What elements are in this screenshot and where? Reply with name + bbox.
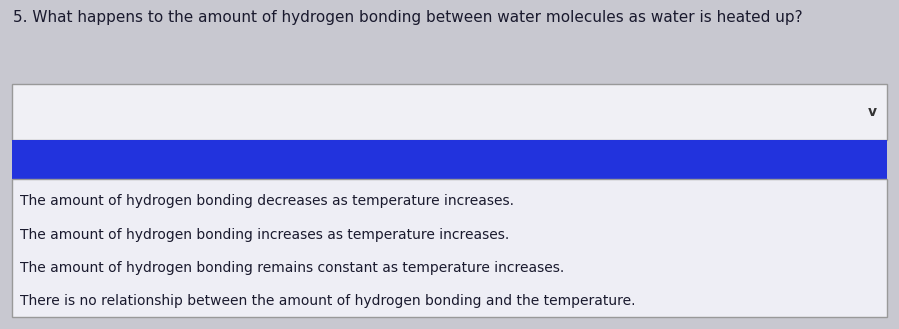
FancyBboxPatch shape (12, 84, 887, 140)
Text: v: v (868, 105, 877, 119)
Text: The amount of hydrogen bonding remains constant as temperature increases.: The amount of hydrogen bonding remains c… (20, 261, 564, 275)
Bar (12, 179, 887, 317)
Text: There is no relationship between the amount of hydrogen bonding and the temperat: There is no relationship between the amo… (20, 294, 636, 308)
Bar (12, 140, 887, 179)
Text: 5. What happens to the amount of hydrogen bonding between water molecules as wat: 5. What happens to the amount of hydroge… (13, 10, 803, 25)
Text: The amount of hydrogen bonding decreases as temperature increases.: The amount of hydrogen bonding decreases… (20, 194, 513, 208)
Text: The amount of hydrogen bonding increases as temperature increases.: The amount of hydrogen bonding increases… (20, 228, 509, 241)
